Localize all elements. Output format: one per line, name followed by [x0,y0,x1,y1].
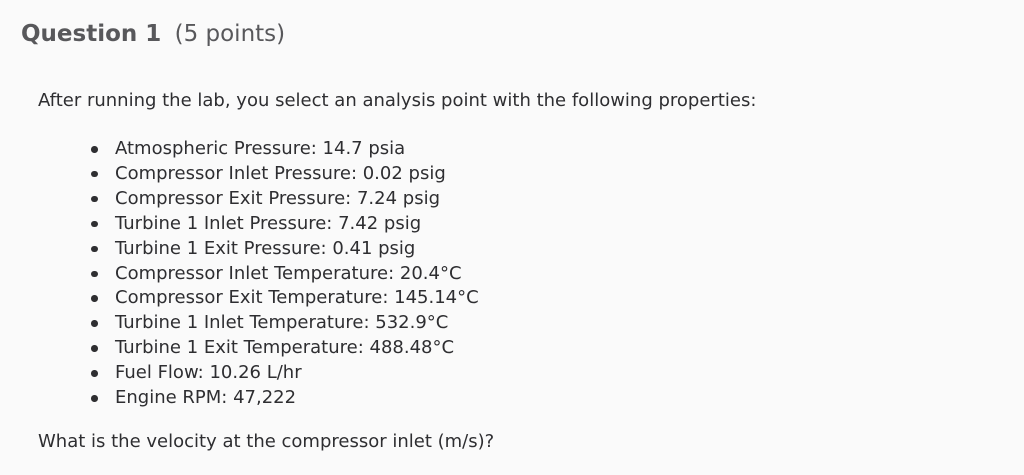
question-points: (5 points) [174,21,286,47]
property-item: Turbine 1 Exit Temperature: 488.48°C [91,336,994,361]
property-item: Turbine 1 Inlet Pressure: 7.42 psig [91,212,994,237]
question-body: After running the lab, you select an ana… [0,88,1024,454]
property-item: Turbine 1 Inlet Temperature: 532.9°C [91,311,994,336]
question-prompt: What is the velocity at the compressor i… [38,430,495,452]
question-number: Question 1 [21,21,162,47]
property-item: Engine RPM: 47,222 [91,386,994,411]
property-item: Compressor Exit Pressure: 7.24 psig [91,187,994,212]
property-item: Compressor Inlet Pressure: 0.02 psig [91,162,994,187]
question-header: Question 1 (5 points) [0,0,1024,49]
property-item: Compressor Inlet Temperature: 20.4°C [91,262,994,287]
property-item: Fuel Flow: 10.26 L/hr [91,361,994,386]
property-item: Atmospheric Pressure: 14.7 psia [91,137,994,162]
property-item: Compressor Exit Temperature: 145.14°C [91,286,994,311]
property-item: Turbine 1 Exit Pressure: 0.41 psig [91,237,994,262]
properties-list: Atmospheric Pressure: 14.7 psia Compress… [38,137,994,411]
question-intro: After running the lab, you select an ana… [38,90,757,111]
